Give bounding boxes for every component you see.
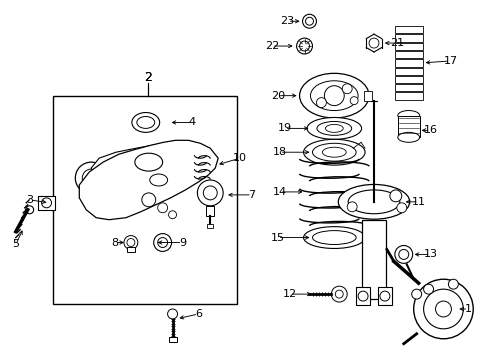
Text: 21: 21 — [390, 38, 404, 48]
Circle shape — [168, 309, 177, 319]
Circle shape — [142, 193, 156, 207]
Bar — [362, 220, 386, 299]
Text: 22: 22 — [265, 41, 279, 51]
Bar — [38, 196, 55, 210]
Text: 12: 12 — [283, 289, 297, 299]
Circle shape — [448, 279, 458, 289]
Circle shape — [154, 234, 172, 251]
Text: 18: 18 — [272, 147, 287, 157]
Ellipse shape — [398, 132, 419, 142]
Circle shape — [302, 14, 317, 28]
Text: 20: 20 — [270, 91, 285, 101]
Ellipse shape — [135, 153, 163, 171]
Bar — [395, 35, 422, 42]
Bar — [127, 247, 135, 252]
Text: 1: 1 — [465, 304, 472, 314]
Bar — [378, 287, 392, 305]
Circle shape — [397, 203, 407, 213]
Text: 15: 15 — [271, 233, 285, 243]
Text: 5: 5 — [12, 239, 19, 249]
Ellipse shape — [338, 184, 410, 219]
Bar — [395, 26, 422, 33]
Bar — [395, 43, 422, 50]
Text: 3: 3 — [26, 195, 33, 205]
Bar — [395, 51, 422, 58]
Circle shape — [169, 211, 176, 219]
Text: 17: 17 — [443, 56, 458, 66]
Bar — [395, 68, 422, 75]
Bar — [206, 206, 214, 216]
Bar — [395, 76, 422, 83]
Text: 23: 23 — [281, 16, 294, 26]
Circle shape — [331, 286, 347, 302]
Ellipse shape — [398, 111, 419, 121]
Circle shape — [296, 38, 313, 54]
Ellipse shape — [303, 139, 365, 165]
Bar — [395, 59, 422, 67]
Ellipse shape — [303, 227, 365, 248]
Ellipse shape — [132, 113, 160, 132]
Circle shape — [350, 96, 358, 105]
Ellipse shape — [150, 174, 168, 186]
Circle shape — [124, 235, 138, 249]
Circle shape — [324, 86, 344, 105]
Circle shape — [390, 190, 402, 202]
Text: 11: 11 — [412, 197, 426, 207]
Bar — [395, 84, 422, 91]
Text: 16: 16 — [423, 125, 438, 135]
Text: 10: 10 — [233, 153, 247, 163]
Circle shape — [197, 180, 223, 206]
Circle shape — [380, 291, 390, 301]
Circle shape — [42, 198, 51, 208]
Bar — [53, 96, 237, 304]
Text: 19: 19 — [278, 123, 292, 134]
Text: 7: 7 — [248, 190, 255, 200]
Circle shape — [158, 203, 168, 213]
Text: 9: 9 — [179, 238, 186, 248]
Text: 6: 6 — [195, 309, 202, 319]
Text: 4: 4 — [189, 117, 196, 127]
Circle shape — [347, 202, 357, 212]
Ellipse shape — [307, 117, 362, 139]
Bar — [395, 93, 422, 100]
Text: 2: 2 — [144, 71, 152, 84]
Text: 13: 13 — [423, 249, 438, 260]
Ellipse shape — [299, 73, 369, 118]
Circle shape — [75, 162, 107, 194]
Bar — [364, 91, 372, 100]
Bar — [398, 116, 419, 137]
Text: 8: 8 — [111, 238, 119, 248]
Circle shape — [342, 84, 352, 94]
Bar — [356, 287, 370, 305]
Polygon shape — [91, 143, 210, 172]
Circle shape — [412, 289, 421, 299]
Circle shape — [424, 284, 434, 294]
Text: 2: 2 — [144, 71, 152, 84]
Text: 14: 14 — [272, 187, 287, 197]
Bar — [169, 337, 176, 342]
Circle shape — [358, 291, 368, 301]
Circle shape — [414, 279, 473, 339]
Polygon shape — [79, 140, 218, 220]
Circle shape — [317, 98, 326, 108]
Circle shape — [25, 206, 34, 214]
Bar — [207, 224, 213, 228]
Circle shape — [395, 246, 413, 264]
